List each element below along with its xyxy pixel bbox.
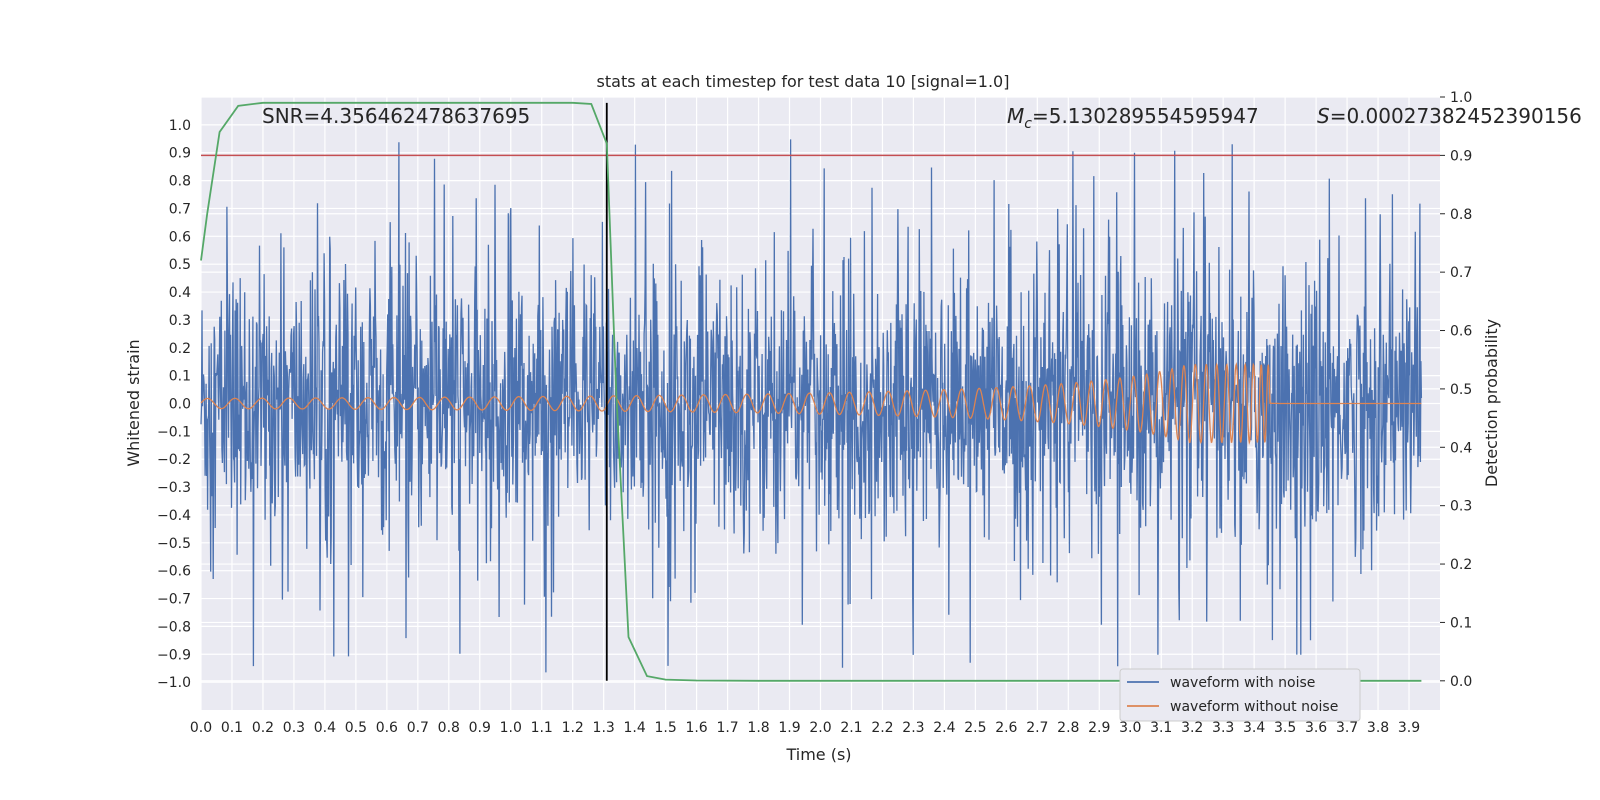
x-tick-label: 2.9	[1088, 720, 1110, 736]
y-tick-label: −0.5	[157, 536, 191, 552]
y2-tick-label: 0.1	[1450, 615, 1472, 631]
x-tick-label: 0.4	[314, 720, 336, 736]
y-tick-label: 0.0	[169, 397, 191, 413]
series-detection-probability	[200, 101, 1422, 682]
y-tick-label: −0.9	[157, 647, 191, 663]
y-tick-label: 0.2	[169, 341, 191, 357]
y-tick-label: 0.4	[169, 285, 191, 301]
x-tick-label: 1.5	[654, 720, 676, 736]
x-tick-label: 3.0	[1119, 720, 1141, 736]
x-tick-label: 1.2	[562, 720, 584, 736]
snr-annotation: SNR=4.356462478637695	[262, 104, 530, 128]
x-tick-label: 2.0	[809, 720, 831, 736]
s-annotation: S=0.00027382452390156	[1317, 104, 1582, 128]
x-tick-label: 3.3	[1212, 720, 1234, 736]
chirp-mass-subscript: c	[1024, 116, 1032, 132]
chirp-mass-annotation: Mc=5.130289554595947	[1007, 104, 1259, 132]
legend-label-waveform-without-noise: waveform without noise	[1170, 699, 1338, 715]
y-tick-label: 0.5	[169, 257, 191, 273]
y-tick-label: 0.3	[169, 313, 191, 329]
x-tick-label: 1.4	[624, 720, 646, 736]
x-tick-label: 0.0	[190, 720, 212, 736]
x-tick-label: 1.7	[716, 720, 738, 736]
y2-tick-label: 1.0	[1450, 90, 1472, 106]
x-tick-label: 2.4	[933, 720, 955, 736]
x-tick-label: 3.2	[1181, 720, 1203, 736]
chart-title: stats at each timestep for test data 10 …	[597, 72, 1010, 91]
y2-axis-label: Detection probability	[1482, 319, 1501, 487]
y-tick-label: −0.3	[157, 480, 191, 496]
y-tick-label: 0.7	[169, 201, 191, 217]
x-tick-label: 2.8	[1057, 720, 1079, 736]
y-tick-label: 0.1	[169, 369, 191, 385]
y-tick-label: 0.9	[169, 146, 191, 162]
x-tick-label: 2.6	[995, 720, 1017, 736]
y2-tick-label: 0.2	[1450, 557, 1472, 573]
x-tick-label: 0.6	[376, 720, 398, 736]
y-axis-ticks: 1.0 0.9 0.8 0.7 0.6 0.5 0.4 0.3 0.2 0.1 0.0 −0.1 −0.…	[157, 118, 191, 691]
series-waveform-with-noise	[200, 139, 1423, 673]
chirp-mass-value: =5.130289554595947	[1032, 104, 1259, 128]
y-tick-label: 1.0	[169, 118, 191, 134]
x-tick-label: 2.3	[902, 720, 924, 736]
y-tick-label: −0.4	[157, 508, 191, 524]
chirp-mass-symbol: M	[1007, 104, 1024, 128]
x-tick-label: 3.5	[1274, 720, 1296, 736]
y-axis-label: Whitened strain	[124, 339, 143, 466]
y-tick-label: −0.7	[157, 592, 191, 608]
x-tick-label: 3.7	[1336, 720, 1358, 736]
x-tick-label: 0.9	[469, 720, 491, 736]
y2-tick-label: 0.0	[1450, 674, 1472, 690]
legend-label-waveform-with-noise: waveform with noise	[1170, 675, 1315, 691]
x-tick-label: 0.7	[407, 720, 429, 736]
y2-tick-label: 0.6	[1450, 324, 1472, 340]
x-tick-label: 0.5	[345, 720, 367, 736]
x-tick-label: 0.1	[221, 720, 243, 736]
y-tick-label: −0.2	[157, 452, 191, 468]
y2-axis-ticks: 1.0 0.9 0.8 0.7 0.6 0.5 0.4 0.3 0.2 0.1 0.0	[1440, 90, 1472, 690]
x-tick-label: 3.8	[1367, 720, 1389, 736]
y2-tick-label: 0.4	[1450, 440, 1472, 456]
x-tick-label: 0.8	[438, 720, 460, 736]
x-tick-label: 0.3	[283, 720, 305, 736]
x-tick-label: 3.1	[1150, 720, 1172, 736]
x-axis-ticks: 0.0 0.1 0.2 0.3 0.4 0.5 0.6 0.7 0.8 0.9 1.0 1.1 1.2 1…	[190, 720, 1420, 736]
y2-tick-label: 0.5	[1450, 382, 1472, 398]
y2-tick-label: 0.8	[1450, 207, 1472, 223]
series-waveform-without-noise	[200, 362, 1422, 445]
legend: waveform with noise waveform without noi…	[1119, 668, 1361, 722]
x-tick-label: 2.5	[964, 720, 986, 736]
y-tick-label: 0.8	[169, 174, 191, 190]
legend-box	[1119, 668, 1361, 722]
x-tick-label: 1.9	[778, 720, 800, 736]
y-tick-label: −0.8	[157, 619, 191, 635]
x-tick-label: 3.4	[1243, 720, 1265, 736]
x-tick-label: 2.2	[871, 720, 893, 736]
x-axis-label: Time (s)	[785, 745, 851, 764]
x-tick-label: 0.2	[252, 720, 274, 736]
y2-tick-label: 0.3	[1450, 499, 1472, 515]
x-tick-label: 1.1	[531, 720, 553, 736]
x-tick-label: 2.7	[1026, 720, 1048, 736]
x-tick-label: 1.6	[685, 720, 707, 736]
y-tick-label: −0.6	[157, 564, 191, 580]
y-tick-label: −1.0	[157, 675, 191, 691]
y-tick-label: −0.1	[157, 424, 191, 440]
y2-tick-label: 0.7	[1450, 265, 1472, 281]
x-tick-label: 1.3	[593, 720, 615, 736]
y-tick-label: 0.6	[169, 229, 191, 245]
s-value: =0.00027382452390156	[1330, 104, 1582, 128]
x-tick-label: 2.1	[840, 720, 862, 736]
y2-tick-label: 0.9	[1450, 148, 1472, 164]
x-tick-label: 3.6	[1305, 720, 1327, 736]
x-tick-label: 1.8	[747, 720, 769, 736]
s-symbol: S	[1317, 104, 1330, 128]
x-tick-label: 1.0	[500, 720, 522, 736]
x-tick-label: 3.9	[1398, 720, 1420, 736]
